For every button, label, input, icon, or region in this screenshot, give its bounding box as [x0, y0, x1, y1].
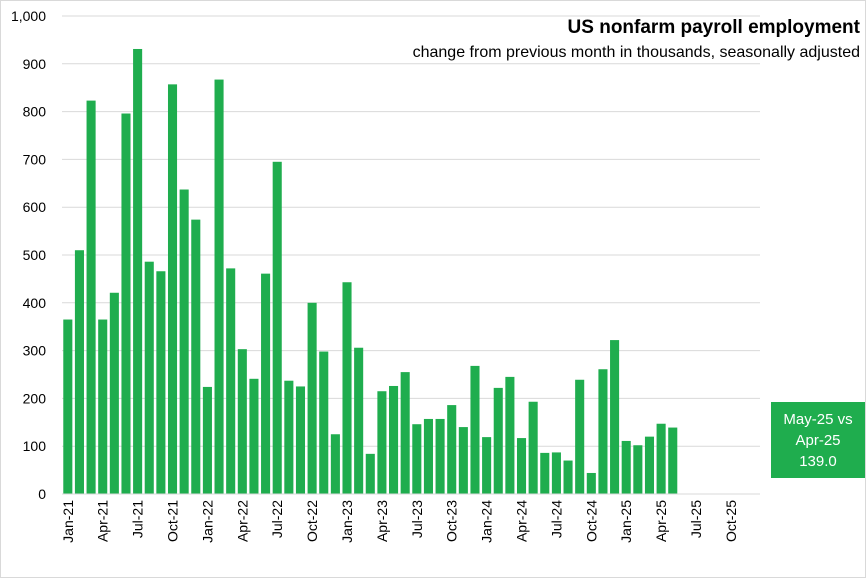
bar-jan-24	[482, 437, 492, 494]
bar-dec-23	[470, 365, 480, 494]
bar-feb-25	[633, 445, 643, 494]
x-tick-label: Jan-24	[479, 500, 495, 543]
x-tick-label: Oct-22	[304, 500, 320, 542]
bar-apr-24	[516, 438, 527, 494]
bar-mar-22	[226, 268, 236, 494]
bar-sep-21	[156, 271, 166, 494]
bar-jul-21	[133, 48, 143, 495]
bar-jun-22	[261, 273, 271, 494]
bar-may-25	[668, 427, 678, 494]
x-tick-label: Oct-21	[165, 500, 181, 542]
bar-feb-22	[214, 79, 224, 494]
x-tick-label: Jan-22	[199, 500, 215, 543]
bar-oct-23	[447, 405, 457, 494]
chart-subtitle: change from previous month in thousands,…	[412, 44, 860, 61]
x-tick-label: Apr-24	[514, 500, 530, 542]
x-tick-label: Oct-24	[583, 500, 599, 542]
bar-may-22	[249, 378, 259, 494]
bar-sep-24	[575, 379, 585, 494]
x-tick-label: Jan-21	[60, 500, 76, 543]
bar-jun-23	[400, 372, 410, 494]
bar-dec-22	[330, 434, 340, 494]
x-tick-label: Jul-25	[688, 500, 704, 538]
bar-nov-21	[179, 189, 189, 494]
bar-mar-24	[505, 376, 515, 494]
y-tick-label: 700	[23, 151, 47, 167]
chart-title: US nonfarm payroll employment	[567, 17, 860, 38]
bar-aug-23	[423, 418, 433, 494]
bar-oct-21	[167, 84, 178, 494]
y-tick-label: 1,000	[11, 8, 46, 24]
bar-oct-22	[307, 302, 317, 494]
bar-jun-21	[121, 113, 131, 495]
bar-may-24	[528, 401, 538, 494]
bar-aug-22	[284, 380, 294, 494]
bar-dec-21	[191, 219, 201, 495]
bar-jan-21	[63, 319, 73, 494]
callout-comparison-line: Apr-25	[795, 431, 841, 449]
y-tick-label: 400	[23, 295, 47, 311]
bar-may-21	[109, 292, 119, 494]
bar-may-23	[389, 385, 399, 494]
bar-nov-22	[319, 351, 329, 494]
bar-sep-23	[435, 418, 445, 494]
x-tick-label: Jan-23	[339, 500, 355, 543]
bar-dec-24	[610, 340, 620, 494]
bar-sep-22	[295, 386, 306, 494]
bar-mar-25	[644, 436, 655, 494]
x-tick-label: Apr-25	[653, 500, 669, 542]
bar-jan-23	[342, 282, 352, 494]
y-tick-label: 800	[23, 104, 47, 120]
bar-jan-22	[202, 386, 212, 494]
bar-oct-24	[586, 472, 596, 494]
axes: 0 100 200 300 400 500 600 700 800 900 1,000 Jan-21 A…	[11, 8, 760, 543]
callout-period-line: May-25 vs	[783, 410, 853, 428]
y-tick-label: 900	[23, 56, 47, 72]
bar-mar-23	[365, 453, 375, 494]
bar-feb-21	[74, 250, 84, 494]
bar-apr-21	[98, 319, 108, 494]
gridlines	[62, 15, 760, 447]
y-tick-label: 300	[23, 343, 47, 359]
x-tick-label: Apr-22	[234, 500, 250, 542]
bar-jul-24	[551, 452, 561, 494]
latest-value-callout: May-25 vs Apr-25 139.0	[771, 402, 865, 478]
x-tick-label: Jan-25	[618, 500, 634, 543]
bar-jan-25	[621, 440, 631, 494]
bar-apr-23	[377, 391, 387, 494]
bar-nov-23	[458, 427, 468, 494]
bar-aug-21	[144, 261, 154, 494]
bar-apr-25	[656, 423, 666, 494]
x-tick-label: Oct-25	[723, 500, 739, 542]
x-tick-label: Jul-23	[409, 500, 425, 538]
bar-jul-23	[412, 424, 422, 494]
x-tick-label: Oct-23	[444, 500, 460, 542]
y-tick-label: 100	[23, 438, 47, 454]
x-tick-label: Apr-21	[95, 500, 111, 542]
y-tick-label: 200	[23, 390, 47, 406]
x-tick-label: Jul-21	[130, 500, 146, 538]
x-tick-label: Apr-23	[374, 500, 390, 542]
bars	[63, 48, 678, 495]
callout-value: 139.0	[799, 452, 837, 470]
x-tick-label: Jul-24	[548, 500, 564, 538]
bar-feb-24	[493, 387, 503, 494]
bar-jun-24	[540, 452, 550, 494]
y-tick-label: 600	[23, 199, 47, 215]
bar-aug-24	[563, 460, 573, 494]
y-tick-label: 0	[38, 486, 46, 502]
bar-nov-24	[598, 369, 608, 494]
y-tick-label: 500	[23, 247, 47, 263]
bar-mar-21	[86, 100, 96, 494]
bar-feb-23	[354, 347, 364, 494]
bar-apr-22	[237, 349, 247, 494]
x-tick-label: Jul-22	[269, 500, 285, 538]
bar-jul-22	[272, 161, 282, 495]
